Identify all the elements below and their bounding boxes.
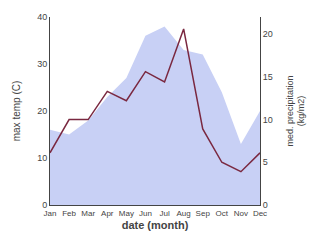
svg-text:date (month): date (month) [122,219,189,231]
svg-text:10: 10 [37,153,47,163]
svg-text:15: 15 [263,72,273,82]
svg-text:Apr: Apr [101,209,114,218]
svg-text:Dec: Dec [253,209,267,218]
svg-text:30: 30 [37,59,47,69]
svg-text:Sep: Sep [196,209,211,218]
svg-text:May: May [119,209,134,218]
svg-text:Jul: Jul [159,209,169,218]
svg-text:Jan: Jan [44,209,57,218]
svg-text:max temp (C): max temp (C) [11,81,22,142]
svg-text:Nov: Nov [234,209,248,218]
svg-text:0: 0 [42,200,47,210]
svg-text:Feb: Feb [62,209,76,218]
svg-text:Mar: Mar [81,209,95,218]
svg-text:40: 40 [37,12,47,22]
svg-text:med. precipitation(kg/m2): med. precipitation(kg/m2) [285,75,307,146]
svg-text:20: 20 [37,106,47,116]
svg-text:Oct: Oct [216,209,229,218]
svg-text:0: 0 [263,200,268,210]
svg-text:Jun: Jun [139,209,152,218]
svg-text:10: 10 [263,115,273,125]
svg-text:20: 20 [263,29,273,39]
svg-text:Aug: Aug [177,209,191,218]
svg-text:5: 5 [263,157,268,167]
